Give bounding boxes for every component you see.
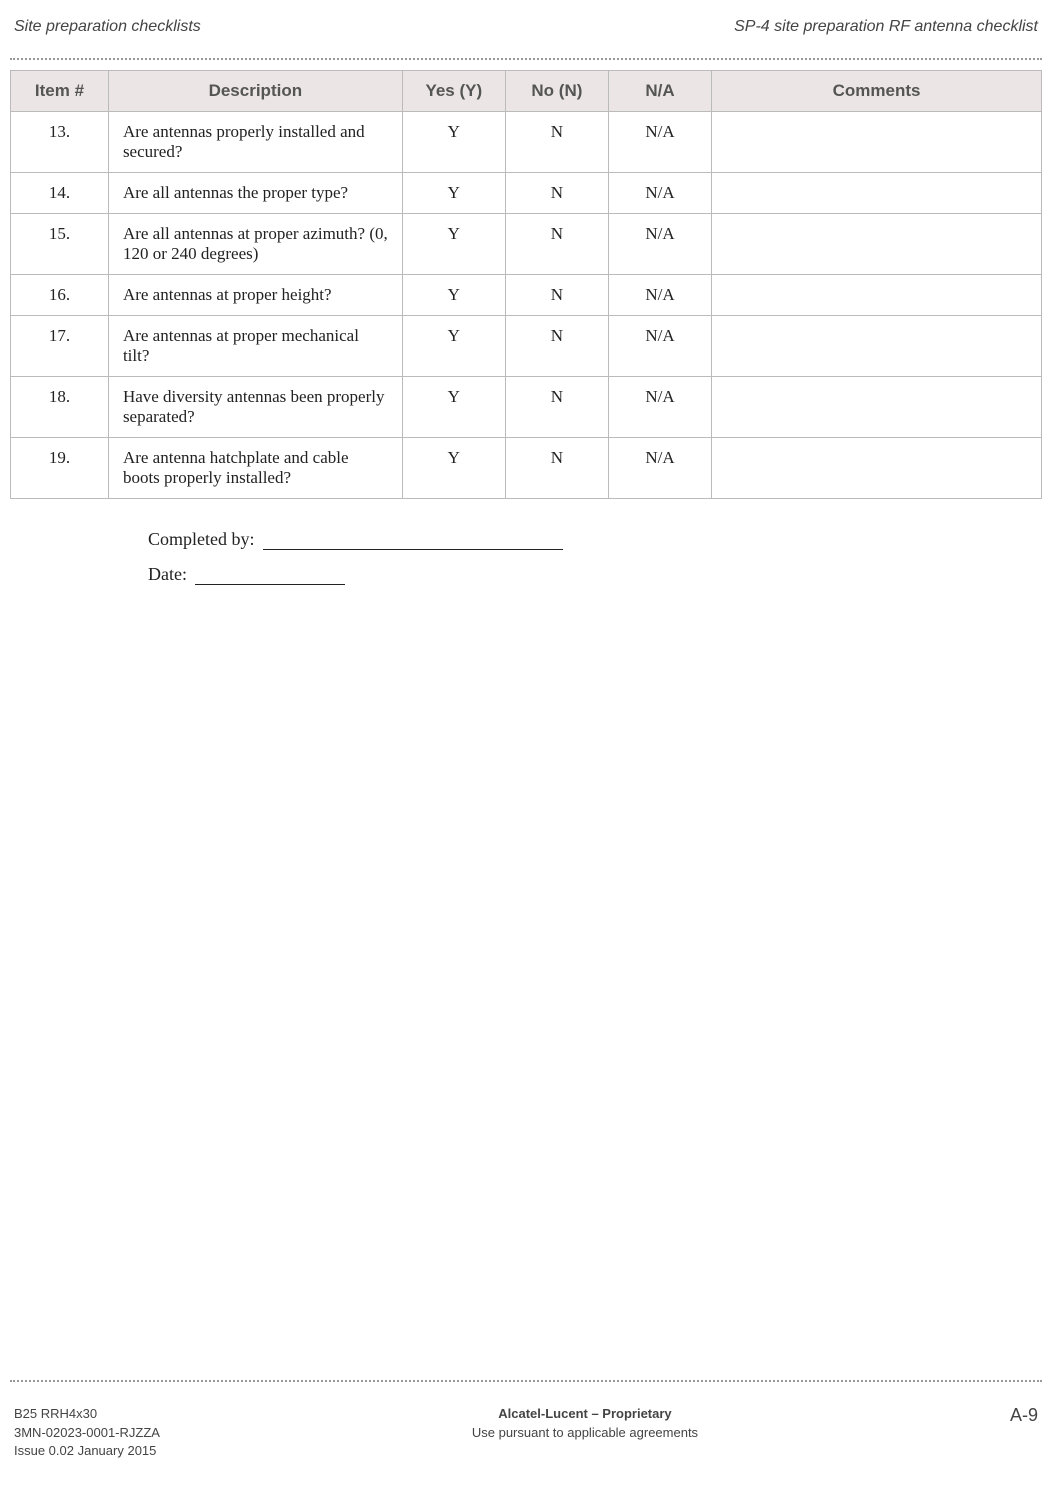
cell-comments	[712, 275, 1042, 316]
page-footer: B25 RRH4x30 3MN-02023-0001-RJZZA Issue 0…	[14, 1405, 1038, 1460]
cell-item: 13.	[11, 112, 109, 173]
footer-page-number: A-9	[1010, 1405, 1038, 1426]
cell-na: N/A	[608, 173, 711, 214]
page-header: Site preparation checklists SP-4 site pr…	[10, 18, 1042, 58]
cell-na: N/A	[608, 112, 711, 173]
footer-center: Alcatel-Lucent – Proprietary Use pursuan…	[472, 1405, 698, 1441]
cell-description: Are all antennas at proper azimuth? (0, …	[108, 214, 402, 275]
footer-doc-title: B25 RRH4x30	[14, 1405, 160, 1423]
table-row: 16.Are antennas at proper height?YNN/A	[11, 275, 1042, 316]
table-row: 17.Are antennas at proper mechanical til…	[11, 316, 1042, 377]
cell-na: N/A	[608, 275, 711, 316]
date-line: Date:	[148, 564, 1042, 585]
date-field[interactable]	[195, 584, 345, 585]
table-row: 14.Are all antennas the proper type?YNN/…	[11, 173, 1042, 214]
col-header-description: Description	[108, 71, 402, 112]
completed-by-field[interactable]	[263, 549, 563, 550]
table-row: 15.Are all antennas at proper azimuth? (…	[11, 214, 1042, 275]
cell-yes: Y	[402, 275, 505, 316]
header-left: Site preparation checklists	[14, 18, 201, 36]
completed-by-line: Completed by:	[148, 529, 1042, 550]
col-header-yes: Yes (Y)	[402, 71, 505, 112]
cell-no: N	[505, 275, 608, 316]
cell-item: 17.	[11, 316, 109, 377]
cell-na: N/A	[608, 316, 711, 377]
cell-yes: Y	[402, 173, 505, 214]
cell-yes: Y	[402, 438, 505, 499]
cell-description: Have diversity antennas been properly se…	[108, 377, 402, 438]
cell-no: N	[505, 438, 608, 499]
top-separator	[10, 58, 1042, 60]
footer-usage: Use pursuant to applicable agreements	[472, 1424, 698, 1442]
cell-no: N	[505, 316, 608, 377]
cell-comments	[712, 173, 1042, 214]
col-header-item: Item #	[11, 71, 109, 112]
col-header-comments: Comments	[712, 71, 1042, 112]
col-header-no: No (N)	[505, 71, 608, 112]
header-right: SP-4 site preparation RF antenna checkli…	[734, 18, 1038, 36]
footer-doc-number: 3MN-02023-0001-RJZZA	[14, 1424, 160, 1442]
checklist-table: Item # Description Yes (Y) No (N) N/A Co…	[10, 70, 1042, 499]
table-row: 13.Are antennas properly installed and s…	[11, 112, 1042, 173]
cell-description: Are antennas at proper mechanical tilt?	[108, 316, 402, 377]
cell-item: 14.	[11, 173, 109, 214]
cell-description: Are all antennas the proper type?	[108, 173, 402, 214]
cell-no: N	[505, 112, 608, 173]
cell-description: Are antennas properly installed and secu…	[108, 112, 402, 173]
footer-left: B25 RRH4x30 3MN-02023-0001-RJZZA Issue 0…	[14, 1405, 160, 1460]
cell-na: N/A	[608, 438, 711, 499]
cell-yes: Y	[402, 316, 505, 377]
date-label: Date:	[148, 564, 187, 584]
cell-item: 19.	[11, 438, 109, 499]
col-header-na: N/A	[608, 71, 711, 112]
cell-comments	[712, 377, 1042, 438]
cell-item: 16.	[11, 275, 109, 316]
cell-yes: Y	[402, 112, 505, 173]
cell-no: N	[505, 173, 608, 214]
cell-item: 15.	[11, 214, 109, 275]
footer-proprietary: Alcatel-Lucent – Proprietary	[472, 1405, 698, 1423]
table-row: 18.Have diversity antennas been properly…	[11, 377, 1042, 438]
completed-by-label: Completed by:	[148, 529, 255, 549]
cell-yes: Y	[402, 214, 505, 275]
cell-item: 18.	[11, 377, 109, 438]
table-row: 19.Are antenna hatchplate and cable boot…	[11, 438, 1042, 499]
cell-description: Are antenna hatchplate and cable boots p…	[108, 438, 402, 499]
cell-yes: Y	[402, 377, 505, 438]
footer-issue-date: Issue 0.02 January 2015	[14, 1442, 160, 1460]
cell-na: N/A	[608, 377, 711, 438]
cell-comments	[712, 112, 1042, 173]
cell-comments	[712, 438, 1042, 499]
cell-na: N/A	[608, 214, 711, 275]
cell-comments	[712, 316, 1042, 377]
bottom-separator	[10, 1380, 1042, 1382]
table-header-row: Item # Description Yes (Y) No (N) N/A Co…	[11, 71, 1042, 112]
cell-no: N	[505, 377, 608, 438]
signature-section: Completed by: Date:	[148, 529, 1042, 585]
cell-description: Are antennas at proper height?	[108, 275, 402, 316]
cell-no: N	[505, 214, 608, 275]
cell-comments	[712, 214, 1042, 275]
